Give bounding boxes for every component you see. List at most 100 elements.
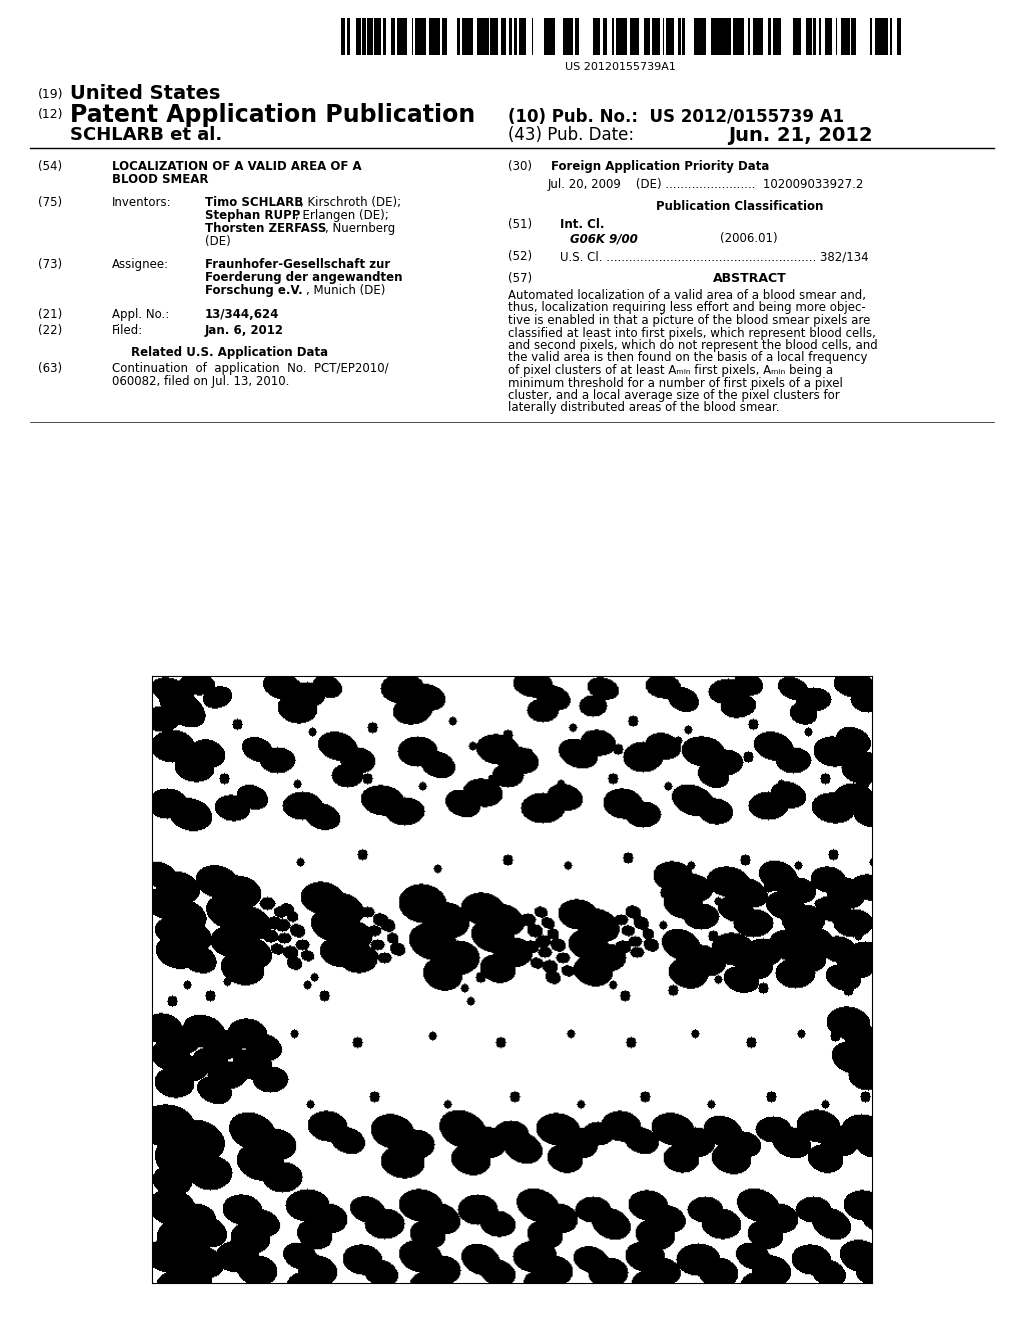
Text: (43) Pub. Date:: (43) Pub. Date: xyxy=(508,125,634,144)
Bar xyxy=(626,18,627,55)
Bar xyxy=(760,18,761,55)
Text: Jan. 6, 2012: Jan. 6, 2012 xyxy=(205,323,284,337)
Bar xyxy=(879,18,884,55)
Bar xyxy=(898,18,901,55)
Text: , Nuernberg: , Nuernberg xyxy=(325,222,395,235)
Bar xyxy=(638,18,639,55)
Bar xyxy=(776,18,778,55)
Bar xyxy=(819,18,821,55)
Bar xyxy=(602,18,606,55)
Text: LOCALIZATION OF A VALID AREA OF A: LOCALIZATION OF A VALID AREA OF A xyxy=(112,160,361,173)
Text: (19): (19) xyxy=(38,88,63,102)
Text: Jul. 20, 2009    (DE) ........................  102009033927.2: Jul. 20, 2009 (DE) .....................… xyxy=(548,178,864,191)
Bar xyxy=(362,18,364,55)
Bar xyxy=(457,18,459,55)
Bar xyxy=(374,18,376,55)
Bar xyxy=(874,18,879,55)
Bar xyxy=(808,18,810,55)
Bar xyxy=(715,18,717,55)
Bar xyxy=(620,18,624,55)
Bar xyxy=(694,18,696,55)
Bar xyxy=(890,18,892,55)
Bar xyxy=(884,18,886,55)
Bar xyxy=(830,18,831,55)
Text: Appl. No.:: Appl. No.: xyxy=(112,308,169,321)
Text: (2006.01): (2006.01) xyxy=(720,232,777,246)
Bar xyxy=(814,18,816,55)
Text: Timo SCHLARB: Timo SCHLARB xyxy=(205,195,303,209)
Text: the valid area is then found on the basis of a local frequency: the valid area is then found on the basi… xyxy=(508,351,867,364)
Bar xyxy=(696,18,697,55)
Bar xyxy=(552,18,554,55)
Bar xyxy=(462,18,467,55)
Text: (54): (54) xyxy=(38,160,62,173)
Bar xyxy=(367,18,369,55)
Text: BLOOD SMEAR: BLOOD SMEAR xyxy=(112,173,209,186)
Bar xyxy=(379,18,381,55)
Text: cluster, and a local average size of the pixel clusters for: cluster, and a local average size of the… xyxy=(508,389,840,403)
Bar xyxy=(896,18,898,55)
Bar xyxy=(402,18,406,55)
Bar xyxy=(678,18,681,55)
Bar xyxy=(595,18,597,55)
Bar xyxy=(501,18,502,55)
Bar xyxy=(795,18,796,55)
Bar xyxy=(550,18,552,55)
Bar xyxy=(482,18,485,55)
Bar xyxy=(418,18,420,55)
Text: US 20120155739A1: US 20120155739A1 xyxy=(564,62,676,73)
Bar xyxy=(415,18,418,55)
Text: (12): (12) xyxy=(38,108,63,121)
Bar xyxy=(844,18,846,55)
Bar xyxy=(441,18,446,55)
Bar xyxy=(615,18,617,55)
Bar xyxy=(356,18,357,55)
Bar xyxy=(547,18,550,55)
Bar xyxy=(509,18,511,55)
Bar xyxy=(737,18,742,55)
Text: Related U.S. Application Data: Related U.S. Application Data xyxy=(131,346,329,359)
Text: (75): (75) xyxy=(38,195,62,209)
Text: Foerderung der angewandten: Foerderung der angewandten xyxy=(205,271,402,284)
Bar xyxy=(467,18,471,55)
Bar xyxy=(854,18,856,55)
Bar xyxy=(723,18,727,55)
Bar xyxy=(734,18,735,55)
Bar xyxy=(459,18,460,55)
Text: (DE): (DE) xyxy=(205,235,230,248)
Bar xyxy=(761,18,763,55)
Bar xyxy=(406,18,407,55)
Bar xyxy=(511,18,512,55)
Bar xyxy=(478,18,480,55)
Text: Jun. 21, 2012: Jun. 21, 2012 xyxy=(728,125,872,145)
Text: , Kirschroth (DE);: , Kirschroth (DE); xyxy=(300,195,401,209)
Text: Automated localization of a valid area of a blood smear and,: Automated localization of a valid area o… xyxy=(508,289,866,302)
Bar xyxy=(714,18,715,55)
Bar xyxy=(825,18,830,55)
Text: Inventors:: Inventors: xyxy=(112,195,172,209)
Bar xyxy=(434,18,438,55)
Bar xyxy=(574,18,579,55)
Bar xyxy=(701,18,705,55)
Bar xyxy=(812,18,814,55)
Text: tive is enabled in that a picture of the blood smear pixels are: tive is enabled in that a picture of the… xyxy=(508,314,870,327)
Bar xyxy=(758,18,760,55)
Bar xyxy=(397,18,400,55)
Bar xyxy=(593,18,595,55)
Bar xyxy=(617,18,620,55)
Text: Int. Cl.: Int. Cl. xyxy=(560,218,604,231)
Bar xyxy=(727,18,728,55)
Bar xyxy=(793,18,795,55)
Bar xyxy=(400,18,402,55)
Bar xyxy=(420,18,424,55)
Bar xyxy=(651,18,654,55)
Text: (22): (22) xyxy=(38,323,62,337)
Bar xyxy=(503,18,506,55)
Bar xyxy=(647,18,650,55)
Text: (30): (30) xyxy=(508,160,532,173)
Bar xyxy=(697,18,699,55)
Text: (63): (63) xyxy=(38,362,62,375)
Bar xyxy=(728,18,730,55)
Bar xyxy=(846,18,848,55)
Bar xyxy=(471,18,473,55)
